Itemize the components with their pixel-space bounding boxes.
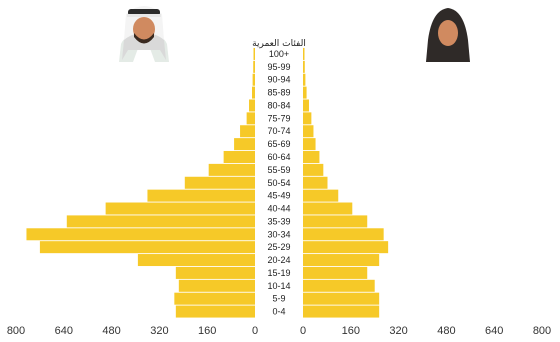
female-bar-100+ bbox=[303, 47, 305, 60]
male-bar-85-89 bbox=[252, 86, 255, 99]
female-bar-5-9 bbox=[303, 292, 380, 305]
female-bar-90-94 bbox=[303, 73, 306, 86]
age-label: 20-24 bbox=[267, 255, 290, 265]
age-label: 30-34 bbox=[267, 229, 290, 239]
x-tick-label-right: 800 bbox=[533, 325, 551, 337]
male-bar-5-9 bbox=[174, 292, 255, 305]
age-label: 5-9 bbox=[272, 294, 285, 304]
age-label: 50-54 bbox=[267, 178, 290, 188]
x-tick-label-left: 640 bbox=[55, 325, 73, 337]
female-bar-60-64 bbox=[303, 151, 320, 163]
x-axis-ticks: 800 640 480 320 160 0 0 160 320 480 640 800 bbox=[7, 325, 551, 337]
female-bars bbox=[303, 47, 389, 318]
male-bar-70-74 bbox=[240, 125, 255, 138]
age-label: 65-69 bbox=[267, 139, 290, 149]
x-tick-label-right: 160 bbox=[342, 325, 360, 337]
age-label: 80-84 bbox=[267, 100, 290, 110]
female-bar-85-89 bbox=[303, 86, 307, 99]
male-bar-50-54 bbox=[184, 176, 255, 189]
x-tick-label-right: 640 bbox=[485, 325, 503, 337]
age-label: 75-79 bbox=[267, 113, 290, 123]
x-tick-label-left: 480 bbox=[102, 325, 120, 337]
male-bar-30-34 bbox=[26, 228, 256, 241]
male-bar-80-84 bbox=[249, 99, 256, 112]
woman-icon bbox=[426, 8, 470, 62]
female-bar-45-49 bbox=[303, 189, 339, 202]
age-label: 0-4 bbox=[272, 307, 285, 317]
male-bar-55-59 bbox=[208, 163, 255, 176]
male-bar-35-39 bbox=[66, 215, 255, 228]
man-icon bbox=[119, 6, 169, 62]
female-bar-95-99 bbox=[303, 60, 305, 73]
female-bar-50-54 bbox=[303, 176, 328, 189]
x-tick-label-right: 480 bbox=[437, 325, 455, 337]
male-bars bbox=[26, 47, 256, 318]
male-bar-40-44 bbox=[105, 202, 256, 215]
axis-title: الفئات العمرية bbox=[252, 39, 306, 49]
age-label: 15-19 bbox=[267, 268, 290, 278]
age-label: 70-74 bbox=[267, 126, 290, 136]
age-label: 10-14 bbox=[267, 281, 290, 291]
age-group-labels: 0-4 5-9 10-14 15-19 20-24 25-29 30-34 35-39 40-4… bbox=[267, 49, 290, 317]
age-label: 95-99 bbox=[267, 62, 290, 72]
male-bar-95-99 bbox=[253, 60, 255, 73]
age-label: 45-49 bbox=[267, 191, 290, 201]
female-bar-30-34 bbox=[303, 228, 384, 241]
x-tick-label-left: 320 bbox=[150, 325, 168, 337]
female-bar-0-4 bbox=[303, 305, 380, 318]
age-label: 60-64 bbox=[267, 152, 290, 162]
x-tick-label-left: 800 bbox=[7, 325, 25, 337]
age-label: 35-39 bbox=[267, 216, 290, 226]
age-label: 100+ bbox=[269, 49, 289, 59]
x-tick-label-right: 0 bbox=[300, 325, 306, 337]
female-bar-65-69 bbox=[303, 138, 316, 151]
male-bar-10-14 bbox=[178, 279, 255, 292]
male-bar-75-79 bbox=[246, 112, 255, 125]
male-bar-100+ bbox=[253, 47, 255, 60]
female-bar-40-44 bbox=[303, 202, 353, 215]
x-tick-label-left: 0 bbox=[252, 325, 258, 337]
male-bar-90-94 bbox=[252, 73, 255, 86]
female-bar-20-24 bbox=[303, 254, 380, 267]
x-tick-label-left: 160 bbox=[198, 325, 216, 337]
male-bar-15-19 bbox=[175, 266, 255, 279]
age-label: 55-59 bbox=[267, 165, 290, 175]
male-bar-65-69 bbox=[234, 138, 255, 151]
age-label: 25-29 bbox=[267, 242, 290, 252]
male-bar-60-64 bbox=[223, 151, 255, 163]
female-bar-55-59 bbox=[303, 163, 324, 176]
female-bar-25-29 bbox=[303, 241, 389, 254]
male-bar-20-24 bbox=[137, 254, 255, 267]
age-label: 90-94 bbox=[267, 75, 290, 85]
female-bar-10-14 bbox=[303, 279, 375, 292]
male-bar-0-4 bbox=[175, 305, 255, 318]
age-label: 85-89 bbox=[267, 88, 290, 98]
male-bar-25-29 bbox=[39, 241, 256, 254]
female-bar-70-74 bbox=[303, 125, 314, 138]
female-bar-80-84 bbox=[303, 99, 309, 112]
female-bar-75-79 bbox=[303, 112, 312, 125]
age-label: 40-44 bbox=[267, 204, 290, 214]
female-bar-35-39 bbox=[303, 215, 368, 228]
female-bar-15-19 bbox=[303, 266, 368, 279]
x-tick-label-right: 320 bbox=[389, 325, 407, 337]
male-bar-45-49 bbox=[147, 189, 255, 202]
